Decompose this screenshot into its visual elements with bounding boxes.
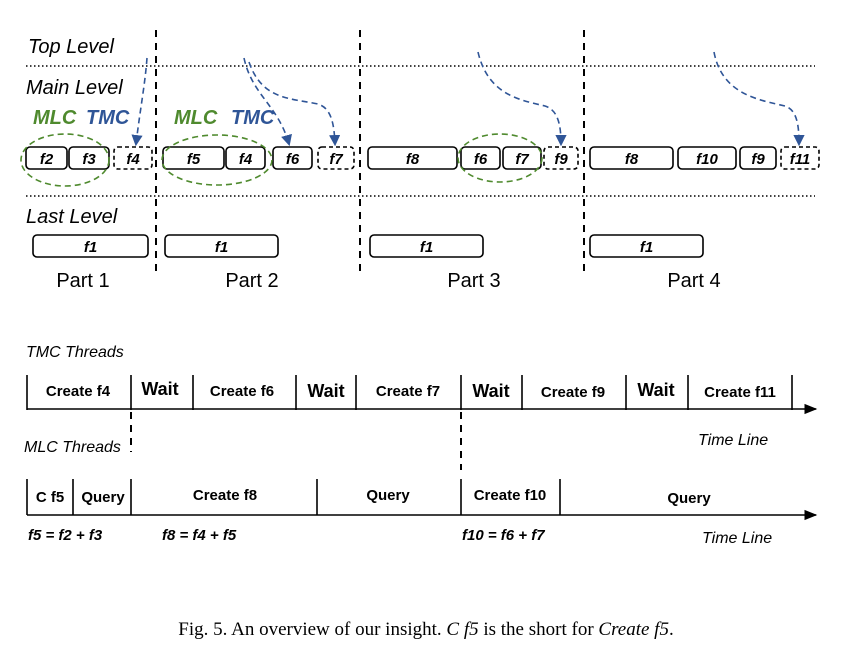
mlc-merge-ellipse-part3 [457,133,543,183]
file-f7-part3 [502,146,542,170]
part-2-label: Part 2 [225,270,278,292]
caption-end: . [669,619,674,640]
mlc-segment-query: Query [81,489,125,506]
mlc-segment-create-f8: Create f8 [193,487,257,504]
mlc-label-part2: MLC [174,107,218,129]
mlc-label-part1: MLC [33,107,77,129]
tmc-time-line-label: Time Line [698,432,768,449]
file-label: f7 [515,151,529,168]
tmc-arrow-to-f7 [248,61,341,147]
formula-f5: f5 = f2 + f3 [28,527,103,544]
file-label: f2 [40,151,54,168]
formula-f10: f10 = f6 + f7 [462,527,545,544]
file-label: f1 [420,239,433,256]
formula-f8: f8 = f4 + f5 [162,527,237,544]
file-f9-part3-new [543,146,579,170]
main-level-label: Main Level [26,77,123,99]
file-f1-part2 [164,234,279,258]
file-f5-part2 [162,146,225,170]
file-label: f6 [286,151,300,168]
tmc-label-part1: TMC [86,107,130,129]
file-label: f6 [474,151,488,168]
file-f9-part4 [739,146,777,170]
mlc-segment-query: Query [366,487,410,504]
file-f1-part4 [589,234,704,258]
file-label: f11 [790,151,811,168]
file-f11-part4-new [780,146,820,170]
file-f8-part3 [367,146,458,170]
file-f1-part3 [369,234,484,258]
last-level-label: Last Level [26,206,118,228]
file-f6-part3 [460,146,501,170]
file-f2-part1 [25,146,68,170]
mlc-merge-ellipse-part2 [161,134,273,186]
tmc-segment-wait: Wait [637,380,674,400]
file-label: f1 [84,239,97,256]
mlc-segment-create-f10: Create f10 [474,487,547,504]
file-label: f8 [625,151,639,168]
tmc-segment-create-f11: Create f11 [704,384,776,401]
caption-prefix: Fig. 5. An overview of our insight. [178,619,446,640]
mlc-threads-title: MLC Threads [24,439,121,456]
caption-term: C f5 [446,619,478,640]
figure-caption: Fig. 5. An overview of our insight. C f5… [178,619,673,640]
tmc-segment-create-f6: Create f6 [210,383,274,400]
tmc-segment-wait: Wait [141,379,178,399]
mlc-segment-create-f5: C f5 [36,489,64,506]
part-1-label: Part 1 [56,270,109,292]
file-f10-part4 [677,146,737,170]
part-4-label: Part 4 [667,270,720,292]
file-f4-part1-new [113,146,153,170]
tmc-segment-wait: Wait [472,381,509,401]
file-label: f3 [82,151,96,168]
file-label: f4 [126,151,140,168]
top-level-label: Top Level [28,36,115,58]
mlc-time-line-label: Time Line [702,530,772,547]
caption-full: Create f5 [598,619,669,640]
file-f6-part2 [272,146,313,170]
file-label: f1 [215,239,228,256]
file-label: f5 [187,151,201,168]
file-label: f1 [640,239,653,256]
file-f7-part2-new [317,146,355,170]
file-label: f8 [406,151,420,168]
part-3-label: Part 3 [447,270,500,292]
file-label: f4 [239,151,253,168]
tmc-arrow-to-f6 [243,57,292,147]
tmc-arrow-to-f11 [713,51,805,147]
tmc-segment-create-f9: Create f9 [541,384,605,401]
file-f4-part2 [225,146,266,170]
file-label: f10 [696,151,718,168]
tmc-segment-wait: Wait [307,381,344,401]
file-label: f9 [751,151,765,168]
file-f8-part4 [589,146,674,170]
file-f1-part1 [32,234,149,258]
tmc-threads-title: TMC Threads [26,344,124,361]
mlc-merge-ellipse-part1 [20,133,110,187]
tmc-label-part2: TMC [231,107,275,129]
tmc-arrow-to-f4 [131,57,148,147]
mlc-segment-query: Query [667,490,711,507]
file-label: f7 [329,151,343,168]
file-label: f9 [554,151,568,168]
caption-mid: is the short for [479,619,599,640]
tmc-segment-create-f4: Create f4 [46,383,111,400]
tmc-segment-create-f7: Create f7 [376,383,440,400]
